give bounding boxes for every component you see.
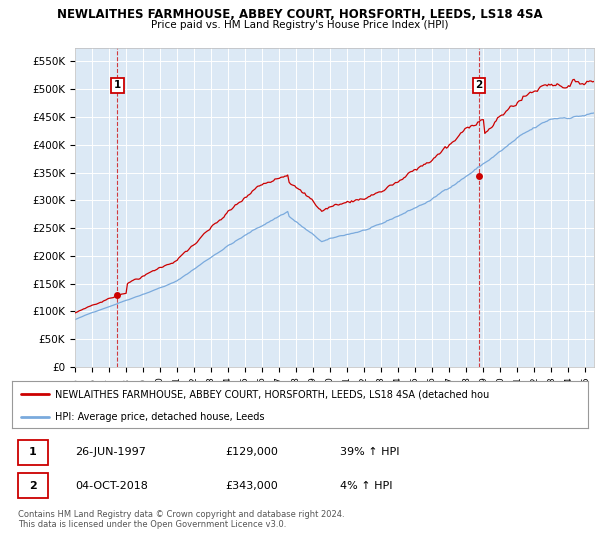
Text: 2: 2 [476, 80, 483, 90]
Text: 04-OCT-2018: 04-OCT-2018 [76, 481, 148, 491]
FancyBboxPatch shape [18, 473, 48, 498]
FancyBboxPatch shape [18, 440, 48, 465]
Text: HPI: Average price, detached house, Leeds: HPI: Average price, detached house, Leed… [55, 412, 265, 422]
Text: 2: 2 [29, 481, 37, 491]
Text: Contains HM Land Registry data © Crown copyright and database right 2024.
This d: Contains HM Land Registry data © Crown c… [18, 510, 344, 529]
Text: 1: 1 [114, 80, 121, 90]
Text: £129,000: £129,000 [225, 447, 278, 457]
Text: Price paid vs. HM Land Registry's House Price Index (HPI): Price paid vs. HM Land Registry's House … [151, 20, 449, 30]
Text: 4% ↑ HPI: 4% ↑ HPI [340, 481, 393, 491]
Text: NEWLAITHES FARMHOUSE, ABBEY COURT, HORSFORTH, LEEDS, LS18 4SA: NEWLAITHES FARMHOUSE, ABBEY COURT, HORSF… [57, 8, 543, 21]
Text: £343,000: £343,000 [225, 481, 278, 491]
Text: NEWLAITHES FARMHOUSE, ABBEY COURT, HORSFORTH, LEEDS, LS18 4SA (detached hou: NEWLAITHES FARMHOUSE, ABBEY COURT, HORSF… [55, 389, 490, 399]
Text: 39% ↑ HPI: 39% ↑ HPI [340, 447, 400, 457]
Text: 26-JUN-1997: 26-JUN-1997 [76, 447, 146, 457]
Text: 1: 1 [29, 447, 37, 457]
